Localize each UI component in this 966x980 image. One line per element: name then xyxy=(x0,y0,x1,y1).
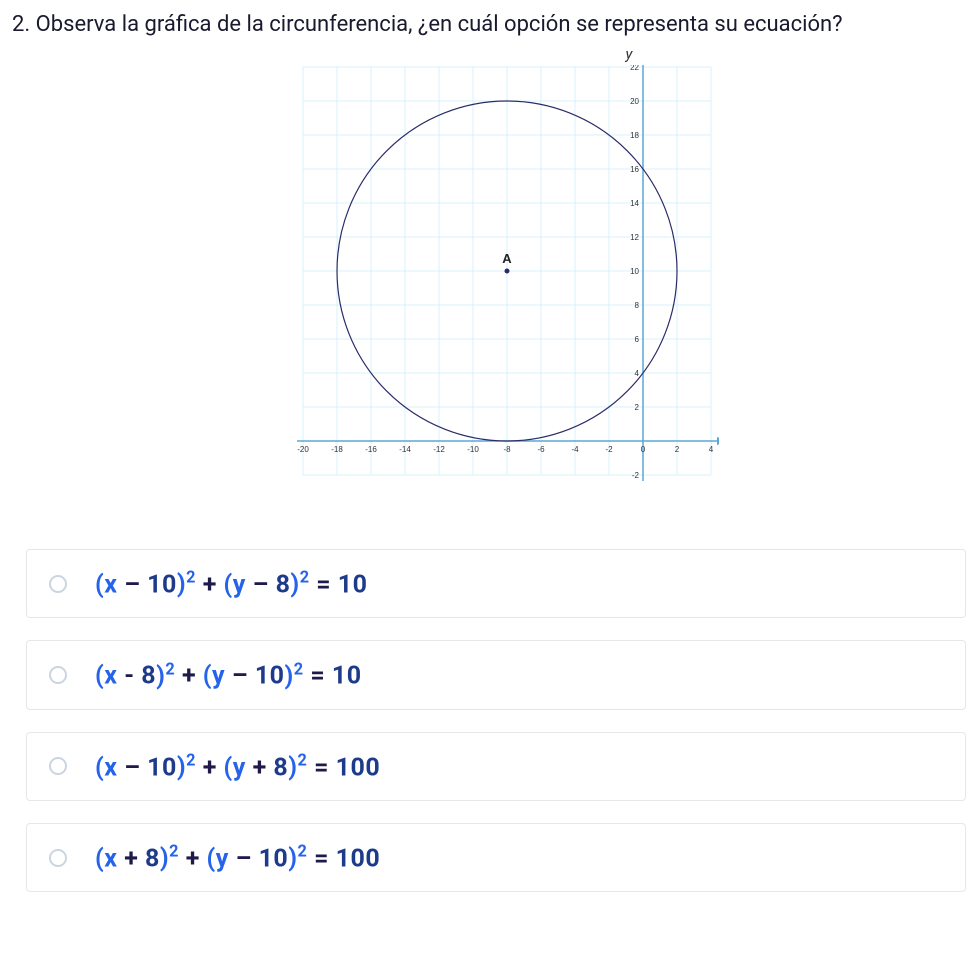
svg-text:-10: -10 xyxy=(467,445,479,454)
svg-text:4: 4 xyxy=(709,445,714,454)
option-4[interactable]: (x + 8)2 + (y – 10)2 = 100 xyxy=(26,823,966,892)
svg-text:8: 8 xyxy=(635,301,640,310)
radio-icon[interactable] xyxy=(49,575,67,593)
svg-text:-8: -8 xyxy=(503,445,511,454)
svg-text:-4: -4 xyxy=(571,445,579,454)
svg-text:2: 2 xyxy=(675,445,680,454)
question-body: Observa la gráfica de la circunferencia,… xyxy=(36,12,843,37)
radio-icon[interactable] xyxy=(49,666,67,684)
option-formula: (x – 10)2 + (y + 8)2 = 100 xyxy=(95,751,380,782)
svg-text:-18: -18 xyxy=(331,445,343,454)
svg-text:-20: -20 xyxy=(297,445,309,454)
y-axis-label: y xyxy=(539,45,719,63)
question-number: 2. xyxy=(12,12,30,37)
option-formula: (x - 8)2 + (y – 10)2 = 10 xyxy=(95,659,362,690)
svg-text:0: 0 xyxy=(641,445,646,454)
radio-icon[interactable] xyxy=(49,757,67,775)
options-list: (x – 10)2 + (y – 8)2 = 10 (x - 8)2 + (y –… xyxy=(12,549,966,892)
svg-text:-2: -2 xyxy=(605,445,613,454)
svg-text:22: 22 xyxy=(630,65,639,72)
svg-text:-2: -2 xyxy=(632,471,640,480)
option-3[interactable]: (x – 10)2 + (y + 8)2 = 100 xyxy=(26,732,966,801)
svg-text:A: A xyxy=(502,251,512,266)
graph-container: y -20-18-16-14-12-10-8-6-4-2024-22468101… xyxy=(12,45,966,489)
svg-text:-6: -6 xyxy=(537,445,545,454)
svg-text:14: 14 xyxy=(630,199,639,208)
option-2[interactable]: (x - 8)2 + (y – 10)2 = 10 xyxy=(26,640,966,709)
svg-text:-14: -14 xyxy=(399,445,411,454)
svg-text:2: 2 xyxy=(635,403,640,412)
option-formula: (x + 8)2 + (y – 10)2 = 100 xyxy=(95,842,380,873)
circle-graph: -20-18-16-14-12-10-8-6-4-2024-2246810121… xyxy=(259,65,719,485)
svg-text:16: 16 xyxy=(630,165,639,174)
question-text: 2. Observa la gráfica de la circunferenc… xyxy=(12,12,966,37)
option-1[interactable]: (x – 10)2 + (y – 8)2 = 10 xyxy=(26,549,966,618)
radio-icon[interactable] xyxy=(49,849,67,867)
svg-text:6: 6 xyxy=(635,335,640,344)
svg-text:12: 12 xyxy=(630,233,639,242)
svg-text:4: 4 xyxy=(635,369,640,378)
svg-text:18: 18 xyxy=(630,131,639,140)
svg-text:-12: -12 xyxy=(433,445,445,454)
svg-text:20: 20 xyxy=(630,97,639,106)
svg-text:10: 10 xyxy=(630,267,639,276)
option-formula: (x – 10)2 + (y – 8)2 = 10 xyxy=(95,568,367,599)
svg-text:-16: -16 xyxy=(365,445,377,454)
